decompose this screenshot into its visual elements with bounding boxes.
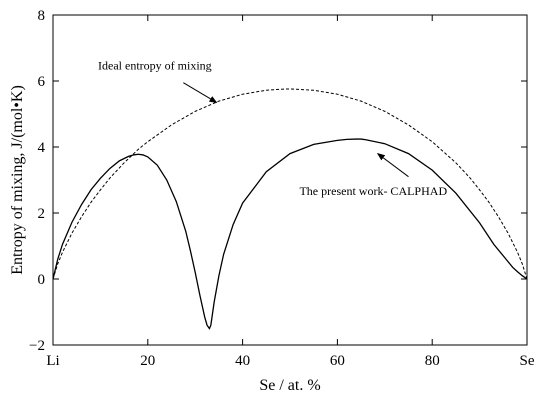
plot-frame [52, 14, 528, 346]
y-tick-label: 8 [38, 8, 46, 24]
x-tick-label: 80 [425, 353, 440, 369]
x-tick-label: Li [46, 353, 59, 369]
annotations: Ideal entropy of mixing The present work-… [98, 58, 447, 197]
x-tick-label: Se [520, 353, 535, 369]
axis-ticks [52, 14, 528, 346]
annotation-label: The present work- CALPHAD [299, 184, 447, 198]
annotation-label: Ideal entropy of mixing [98, 58, 212, 72]
x-tick-label: 20 [140, 353, 155, 369]
annotation-arrow [376, 153, 409, 178]
axis-tick-labels: Li 20 40 60 80 Se −2 0 2 4 6 8 [29, 8, 535, 369]
calphad-entropy-line [52, 138, 528, 330]
x-axis-label: Se / at. % [259, 377, 320, 394]
x-tick-label: 40 [235, 353, 250, 369]
x-tick-label: 60 [330, 353, 345, 369]
ideal-entropy-line [52, 88, 528, 280]
annotation-arrow [183, 82, 218, 103]
y-axis-label: Entropy of mixing, J/(mol•K) [9, 85, 26, 275]
y-tick-label: 2 [38, 206, 46, 222]
y-tick-label: 4 [38, 140, 46, 156]
series-group [52, 88, 528, 330]
y-tick-label: 0 [38, 272, 46, 288]
y-tick-label: −2 [29, 338, 45, 354]
y-tick-label: 6 [38, 74, 46, 90]
